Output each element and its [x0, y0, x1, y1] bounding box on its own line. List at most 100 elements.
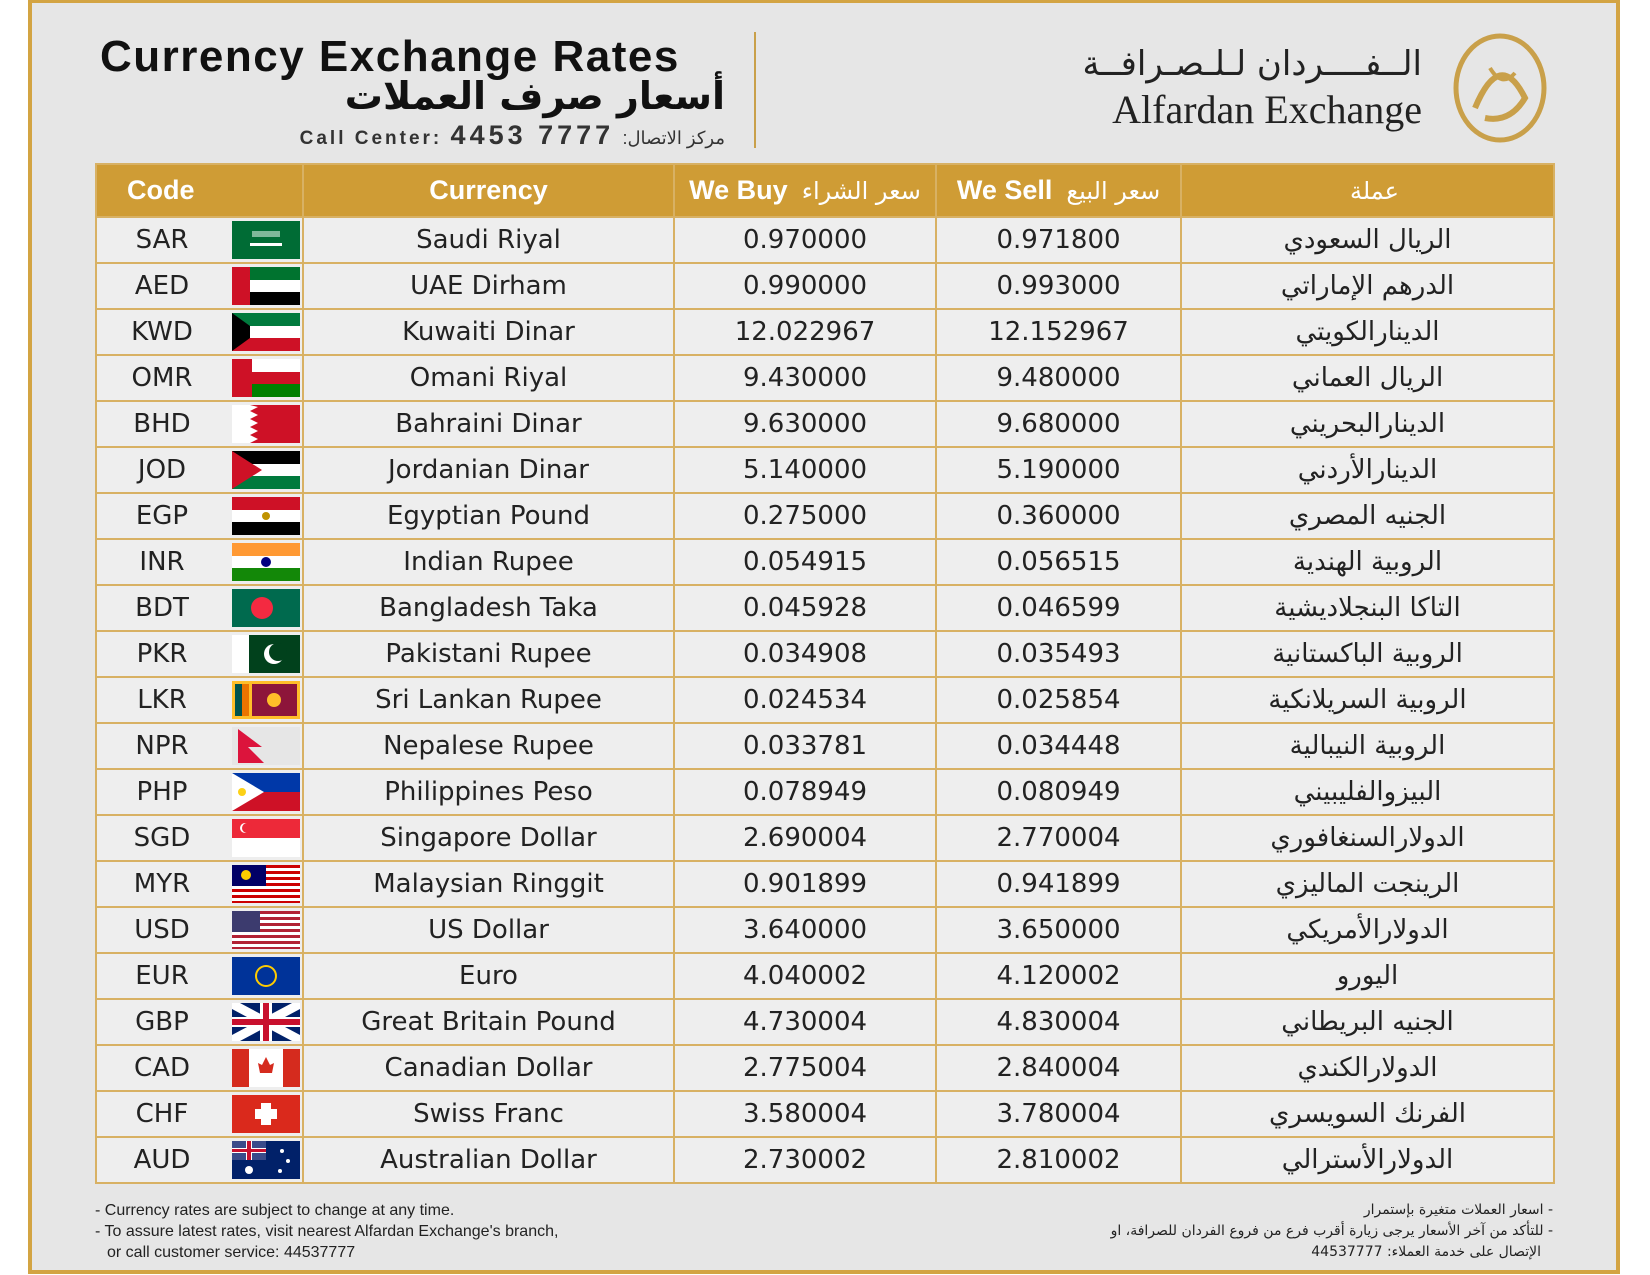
code: SGD	[133, 823, 191, 853]
rate-row: SGD Singapore Dollar 2.690004 2.770004 الدول…	[95, 814, 1555, 862]
flag-part	[250, 405, 300, 443]
buy-rate: 3.580004	[673, 1090, 937, 1138]
code-wrap: EUR	[97, 957, 302, 995]
flag-part	[242, 823, 252, 833]
flag-part	[232, 522, 300, 535]
flag-part	[232, 267, 250, 305]
currency: Swiss Franc	[302, 1090, 675, 1138]
footer-note: - To assure latest rates, visit nearest …	[95, 1223, 559, 1240]
code-wrap: CHF	[97, 1095, 302, 1133]
brand-en: Alfardan Exchange	[1112, 87, 1422, 132]
buy-rate: 0.033781	[673, 722, 937, 770]
sell-rate: 12.152967	[935, 308, 1182, 356]
sell-rate: 5.190000	[935, 446, 1182, 494]
buy-rate: 3.640000	[673, 906, 937, 954]
footer-note: or call customer service: 44537777	[107, 1244, 356, 1261]
flag-part	[247, 1141, 251, 1160]
code-cell: NPR	[95, 722, 304, 770]
code-cell: PKR	[95, 630, 304, 678]
col-sell: We Sell سعر البيع	[935, 163, 1182, 218]
flag	[232, 405, 300, 443]
code: USD	[134, 915, 190, 945]
code-wrap: SAR	[97, 221, 302, 259]
footer-note-ar: - للتأكد من آخر الأسعار يرجى زيارة أقرب …	[1110, 1223, 1553, 1239]
flag-part	[262, 512, 270, 520]
table-body: SAR Saudi Riyal 0.970000 0.971800 الريال الس…	[95, 216, 1555, 1184]
code-cell: AUD	[95, 1136, 304, 1184]
buy-rate: 0.024534	[673, 676, 937, 724]
currency-ar: التاكا البنجلاديشية	[1180, 584, 1555, 632]
code-cell: EUR	[95, 952, 304, 1000]
brand-ar: الــفــــردان لـلـصـرافــة	[1082, 44, 1423, 84]
code: SAR	[135, 225, 189, 255]
code-cell: BHD	[95, 400, 304, 448]
code-wrap: INR	[97, 543, 302, 581]
currency-ar: الجنيه المصري	[1180, 492, 1555, 540]
code: KWD	[131, 317, 193, 347]
buy-rate: 2.690004	[673, 814, 937, 862]
flag	[232, 1049, 300, 1087]
code-cell: AED	[95, 262, 304, 310]
footer-note: - Currency rates are subject to change a…	[95, 1202, 455, 1219]
code: BDT	[135, 593, 189, 623]
currency: Great Britain Pound	[302, 998, 675, 1046]
currency: Singapore Dollar	[302, 814, 675, 862]
flag-part	[232, 1049, 249, 1087]
currency: Jordanian Dinar	[302, 446, 675, 494]
code: LKR	[137, 685, 187, 715]
code-wrap: NPR	[97, 727, 302, 765]
sell-rate: 0.025854	[935, 676, 1182, 724]
flag	[232, 221, 300, 259]
flag-part	[232, 543, 300, 556]
flag	[232, 543, 300, 581]
code: PHP	[136, 777, 188, 807]
code-wrap: PKR	[97, 635, 302, 673]
sell-rate: 2.770004	[935, 814, 1182, 862]
rate-row: CAD Canadian Dollar 2.775004 2.840004 الدولا…	[95, 1044, 1555, 1092]
currency: UAE Dirham	[302, 262, 675, 310]
rate-row: EUR Euro 4.040002 4.120002 اليورو	[95, 952, 1555, 1000]
currency: Omani Riyal	[302, 354, 675, 402]
flag-part	[232, 911, 260, 932]
currency-ar: الرينجت الماليزي	[1180, 860, 1555, 908]
buy-rate: 5.140000	[673, 446, 937, 494]
flag-part	[278, 1169, 282, 1173]
flag-part	[255, 1109, 277, 1119]
rate-row: OMR Omani Riyal 9.430000 9.480000 الريال الع…	[95, 354, 1555, 402]
flag-part	[250, 243, 282, 246]
rate-row: USD US Dollar 3.640000 3.650000 الدولارالأمر…	[95, 906, 1555, 954]
buy-rate: 2.730002	[673, 1136, 937, 1184]
currency: Canadian Dollar	[302, 1044, 675, 1092]
currency-ar: الروبية النيبالية	[1180, 722, 1555, 770]
code: PKR	[136, 639, 188, 669]
flag-part	[269, 643, 287, 661]
code-wrap: KWD	[97, 313, 302, 351]
code-wrap: BHD	[97, 405, 302, 443]
flag-part	[232, 923, 300, 926]
code: MYR	[133, 869, 191, 899]
currency: Philippines Peso	[302, 768, 675, 816]
flag	[232, 957, 300, 995]
header-row: Code Currency We Buy سعر الشراء We Sell سع…	[95, 163, 1555, 218]
flag-part	[242, 684, 249, 716]
currency-ar: الدينارالأردني	[1180, 446, 1555, 494]
code: BHD	[133, 409, 191, 439]
currency: US Dollar	[302, 906, 675, 954]
code-wrap: JOD	[97, 451, 302, 489]
code-cell: JOD	[95, 446, 304, 494]
buy-rate: 4.040002	[673, 952, 937, 1000]
code-cell: BDT	[95, 584, 304, 632]
col-code: Code	[95, 163, 304, 218]
currency: Australian Dollar	[302, 1136, 675, 1184]
code: CHF	[135, 1099, 189, 1129]
flag-part	[235, 684, 242, 716]
currency-ar: الريال العماني	[1180, 354, 1555, 402]
currency: Malaysian Ringgit	[302, 860, 675, 908]
flag	[232, 1003, 300, 1041]
title-ar: أسعار صرف العملات	[344, 74, 725, 118]
rate-row: INR Indian Rupee 0.054915 0.056515 الروبية ا…	[95, 538, 1555, 586]
code-wrap: MYR	[97, 865, 302, 903]
code-cell: PHP	[95, 768, 304, 816]
code: EUR	[135, 961, 189, 991]
